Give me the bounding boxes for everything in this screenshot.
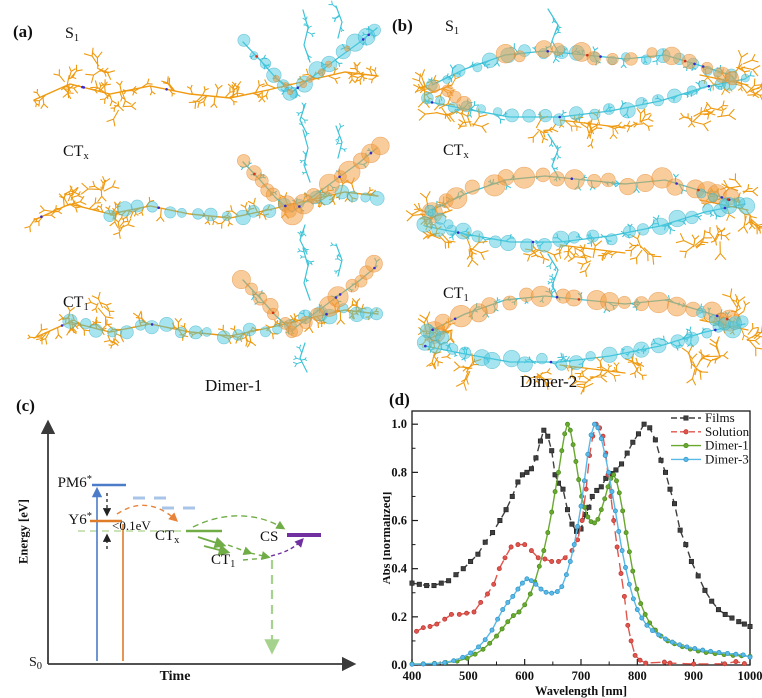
state-label-a-s1: S1	[65, 25, 80, 44]
y-tick-label: 0.0	[391, 658, 407, 672]
panel-d-label: (d)	[389, 390, 410, 409]
cs-level-label: CS	[260, 529, 279, 545]
series-solution	[414, 421, 747, 667]
x-tick-label: 700	[572, 669, 591, 683]
chart-axes: 400 500 600 700 800 900 1000 0.0 0.2 0.4 0.6 0.8 1.0…	[383, 410, 762, 698]
legend-label: Dimer-1	[705, 438, 749, 453]
x-tick-label: 500	[459, 669, 478, 683]
molecule-row-a-s1	[33, 0, 381, 135]
state-label-b-s1: S1	[445, 18, 460, 37]
panel-a-label: (a)	[13, 22, 33, 41]
molecule-row-b-s1	[412, 8, 762, 149]
legend-item-dimer-3: Dimer-3	[671, 451, 749, 466]
legend-item-films: Films	[671, 410, 735, 425]
molecular-structures-canvas	[24, 0, 762, 395]
level-pm6	[91, 483, 198, 661]
panel-c-label: (c)	[16, 396, 35, 415]
arrow-ct1-to-cs	[270, 537, 304, 557]
absorption-spectrum-chart: 400 500 600 700 800 900 1000 0.0 0.2 0.4 0.6 0.8 1.0…	[383, 410, 762, 698]
caption-dimer-2: Dimer-2	[520, 372, 578, 391]
series-dimer-3	[409, 421, 753, 667]
x-tick-label: 400	[403, 669, 422, 683]
legend-label: Dimer-3	[705, 451, 749, 466]
caption-dimer-1: Dimer-1	[205, 376, 263, 395]
y6-level-label: Y6*	[68, 511, 92, 528]
time-axis-label: Time	[159, 669, 191, 684]
y-axis-title: Abs [normalized]	[383, 492, 393, 585]
panel-b-label: (b)	[392, 16, 413, 35]
legend-label: Solution	[705, 424, 750, 439]
arrow-ctx-to-cs	[192, 515, 286, 530]
y-tick-label: 0.8	[391, 465, 407, 479]
x-tick-label: 800	[628, 669, 647, 683]
legend-item-solution: Solution	[671, 424, 750, 439]
legend-item-dimer-1: Dimer-1	[671, 438, 749, 453]
pm6-level-label: PM6*	[57, 474, 92, 491]
molecule-row-a-ct1	[27, 242, 383, 373]
x-axis-title: Wavelength [nm]	[535, 684, 627, 698]
molecule-row-a-ctx	[24, 122, 390, 255]
energy-diagram-canvas	[40, 419, 357, 672]
ct1-level-label: CT1	[211, 552, 236, 570]
y-tick-label: 0.2	[391, 610, 407, 624]
state-label-b-ct1: CT1	[443, 285, 469, 304]
series-films	[409, 421, 753, 629]
energy-axes	[40, 419, 357, 672]
ctx-level-label: CTx	[155, 528, 180, 546]
s0-label: S0	[29, 655, 43, 672]
x-tick-label: 600	[515, 669, 534, 683]
energy-axis-label: Energy [eV]	[16, 499, 31, 564]
y-tick-label: 0.6	[391, 514, 407, 528]
molecule-row-b-ct1	[416, 253, 762, 395]
level-cs	[270, 533, 321, 557]
y-tick-label: 1.0	[391, 417, 407, 431]
x-tick-label: 1000	[738, 669, 762, 683]
y-tick-label: 0.4	[391, 562, 407, 576]
x-tick-label: 900	[684, 669, 703, 683]
level-ctx	[186, 529, 231, 556]
transfer-arrows-ct	[192, 515, 286, 561]
level-y6	[90, 519, 124, 661]
transfer-arrow-y6-ctx	[116, 504, 179, 522]
state-label-a-ctx: CTx	[63, 143, 89, 162]
molecule-row-b-ctx	[405, 133, 762, 277]
state-label-b-ctx: CTx	[443, 142, 469, 161]
legend-label: Films	[705, 410, 735, 425]
energy-gap-label: <0.1eV	[112, 518, 151, 533]
state-label-a-ct1: CT1	[63, 294, 89, 313]
